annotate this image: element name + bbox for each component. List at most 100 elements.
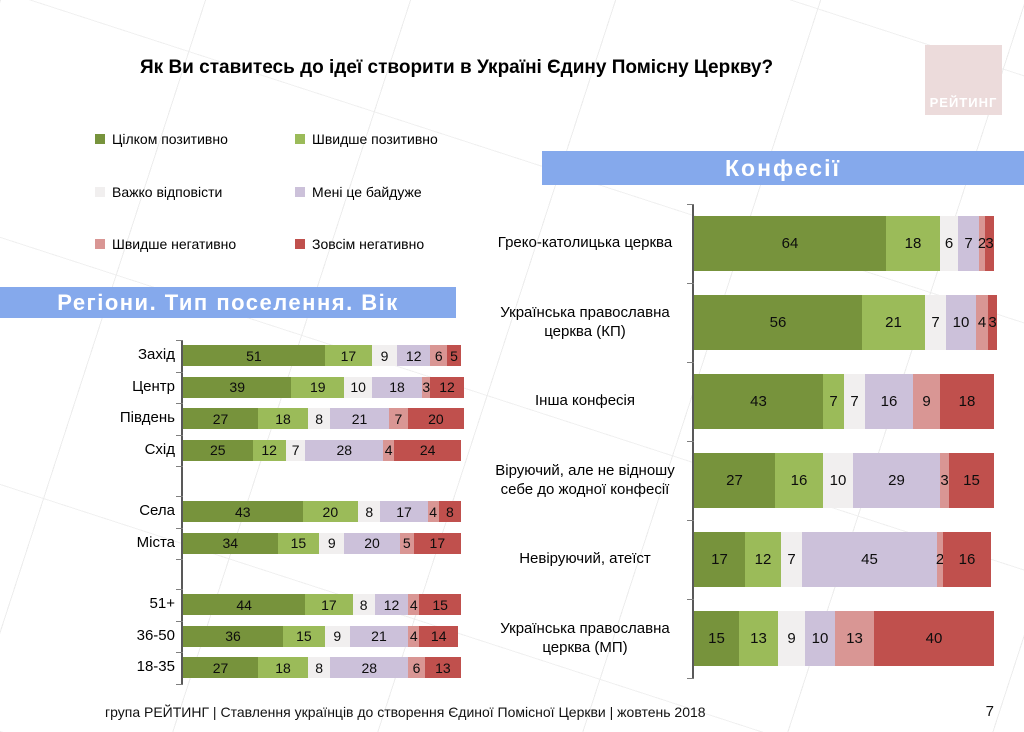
segment-value: 39	[229, 379, 245, 396]
bar-segment: 12	[374, 594, 409, 616]
category-label: Українська православна церква (МП)	[500, 619, 670, 656]
bar-segment: 43	[183, 501, 303, 523]
bar-segment: 27	[694, 453, 775, 508]
segment-value: 15	[290, 535, 307, 552]
segment-value: 16	[790, 472, 808, 489]
bar-row: Південь 27 18 8 21 7 20	[120, 408, 464, 430]
bar-segment: 51	[183, 345, 325, 367]
segment-value: 5	[402, 535, 411, 552]
segment-value: 8	[365, 503, 374, 520]
bar-segment: 15	[283, 625, 325, 647]
bar-segment: 45	[802, 532, 937, 587]
bar-segment: 7	[844, 374, 865, 429]
segment-value: 3	[422, 379, 431, 396]
bar-segment: 18	[372, 376, 423, 398]
bar-segment: 64	[694, 216, 886, 271]
bar-segment: 6	[940, 216, 958, 271]
legend-color-swatch	[95, 186, 105, 197]
bar-row: Міста 34 15 9 20 5 17	[137, 532, 461, 554]
bar-row: 36-50 36 15 9 21 4 14	[137, 625, 459, 647]
bar-segment: 6	[430, 345, 448, 367]
category-label: Українська православна церква (КП)	[500, 303, 670, 340]
bar-segment: 8	[308, 657, 331, 679]
segment-value: 29	[888, 472, 905, 489]
segment-value: 27	[212, 410, 229, 427]
segment-value: 2	[935, 551, 945, 568]
segment-value: 44	[236, 596, 252, 613]
bar-segment: 28	[330, 657, 409, 679]
category-label: Інша конфесія	[535, 392, 635, 410]
axis-tick	[176, 589, 183, 590]
axis-line	[181, 340, 183, 684]
bar-segment: 4	[408, 625, 420, 647]
bar-segment: 40	[874, 611, 994, 666]
category-label: 18-35	[136, 658, 175, 676]
axis-tick	[176, 652, 183, 653]
bar-segment: 16	[865, 374, 913, 429]
axis-tick	[687, 441, 694, 442]
bar-segment: 34	[183, 532, 278, 554]
bar-row: Центр 39 19 10 18 3 12	[132, 376, 464, 398]
bar-row: Села 43 20 8 17 4 8	[139, 501, 461, 523]
bar-row: Греко-католицька церква 64 18 6 7 2 3	[498, 216, 994, 271]
segment-value: 17	[429, 535, 446, 552]
page-title: Як Ви ставитесь до ідеї створити в Украї…	[140, 57, 774, 78]
segment-value: 8	[359, 596, 368, 613]
category-label: Міста	[136, 533, 175, 551]
segment-value: 20	[322, 503, 339, 520]
axis-tick	[176, 559, 183, 560]
bar-segment: 20	[302, 501, 359, 523]
bar-segment: 5	[399, 532, 414, 554]
left-chart-title: Регіони. Тип поселення. Вік	[57, 289, 399, 315]
legend-item: Швидше негативно	[95, 236, 236, 252]
category-label: 51+	[149, 595, 175, 613]
segment-value: 8	[445, 503, 454, 520]
segment-value: 7	[291, 442, 300, 459]
segment-value: 18	[275, 410, 291, 427]
bar-segment: 17	[305, 594, 353, 616]
segment-value: 45	[861, 551, 878, 568]
bar-segment: 19	[291, 376, 345, 398]
segment-value: 10	[829, 472, 847, 489]
bar-segment: 20	[344, 532, 400, 554]
segment-value: 7	[964, 235, 973, 252]
bar-segment: 27	[183, 408, 259, 430]
bar-segment: 44	[183, 594, 306, 616]
bar-segment: 4	[408, 594, 420, 616]
bar-segment: 16	[943, 532, 991, 587]
bar-segment: 12	[430, 376, 464, 398]
bar-segment: 12	[252, 439, 286, 461]
footer-source-text: група РЕЙТИНГ | Ставлення українців до с…	[105, 704, 706, 720]
segment-value: 36	[225, 628, 241, 645]
legend-color-swatch	[95, 239, 105, 249]
bar-segment: 7	[925, 295, 946, 350]
category-label: Центр	[132, 377, 175, 395]
category-label: Захід	[138, 346, 175, 364]
bar-segment: 4	[427, 501, 439, 523]
segment-value: 18	[904, 235, 922, 252]
bar-segment: 7	[388, 408, 409, 430]
segment-value: 21	[351, 410, 368, 427]
bar-segment: 12	[397, 345, 431, 367]
segment-value: 13	[846, 630, 863, 647]
bar-segment: 14	[419, 625, 459, 647]
rating-group-logo: РЕЙТИНГ	[925, 45, 1002, 115]
axis-tick	[176, 466, 183, 467]
segment-value: 17	[396, 503, 412, 520]
bar-segment: 21	[330, 408, 389, 430]
segment-value: 43	[234, 503, 251, 520]
segment-value: 7	[787, 551, 796, 568]
segment-value: 27	[726, 472, 743, 489]
bar-segment: 10	[805, 611, 835, 666]
segment-value: 20	[364, 535, 380, 552]
axis-tick	[176, 527, 183, 529]
axis-tick	[176, 496, 183, 497]
segment-value: 12	[383, 596, 400, 613]
segment-value: 18	[275, 659, 291, 676]
bar-segment: 7	[958, 216, 979, 271]
bar-segment: 8	[358, 501, 381, 523]
segment-value: 19	[310, 379, 326, 396]
segment-value: 25	[209, 442, 226, 459]
segment-value: 3	[940, 472, 949, 489]
